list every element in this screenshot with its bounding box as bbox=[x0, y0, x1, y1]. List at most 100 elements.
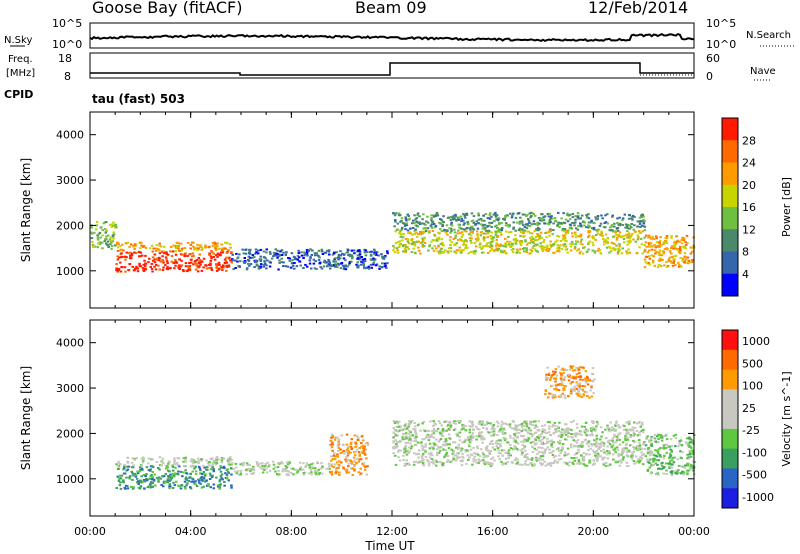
velocity-cell bbox=[548, 440, 551, 443]
velocity-cell bbox=[402, 459, 405, 461]
velocity-cell bbox=[656, 472, 659, 475]
velocity-cell bbox=[482, 436, 485, 439]
velocity-cell bbox=[295, 468, 298, 471]
velocity-cell bbox=[244, 469, 248, 472]
velocity-cell bbox=[533, 464, 536, 467]
power-cell bbox=[504, 237, 507, 240]
velocity-cell bbox=[335, 470, 338, 473]
velocity-cell bbox=[334, 463, 337, 466]
velocity-cell bbox=[171, 487, 175, 489]
power-cell bbox=[165, 251, 168, 254]
velocity-cell bbox=[561, 382, 564, 385]
power-cell bbox=[566, 231, 570, 234]
power-cell bbox=[611, 230, 615, 233]
velocity-cell bbox=[627, 449, 631, 452]
velocity-cell bbox=[488, 443, 492, 445]
velocity-cell bbox=[687, 456, 690, 459]
velocity-cell bbox=[149, 475, 152, 478]
velocity-cell bbox=[568, 428, 572, 431]
velocity-cell bbox=[591, 372, 594, 375]
velocity-cell bbox=[274, 466, 277, 469]
velocity-cell bbox=[514, 439, 517, 442]
velocity-cell bbox=[657, 473, 660, 476]
power-cell bbox=[357, 264, 360, 267]
velocity-cell bbox=[364, 448, 367, 451]
velocity-cell bbox=[612, 441, 615, 444]
power-cell bbox=[253, 266, 256, 268]
velocity-cell bbox=[531, 457, 534, 460]
velocity-cell bbox=[128, 477, 131, 480]
power-cell bbox=[638, 246, 641, 249]
velocity-cell bbox=[538, 429, 541, 431]
power-cell bbox=[442, 221, 445, 224]
velocity-cell bbox=[432, 444, 436, 447]
power-colorbar-tick: 16 bbox=[742, 201, 756, 214]
velocity-cell bbox=[432, 427, 436, 430]
velocity-cell bbox=[669, 454, 673, 457]
velocity-cell bbox=[581, 366, 584, 369]
power-cell bbox=[540, 220, 543, 223]
velocity-cell bbox=[432, 448, 435, 451]
power-cell bbox=[416, 222, 420, 225]
power-cell bbox=[147, 261, 150, 264]
velocity-cell bbox=[621, 452, 624, 455]
velocity-cell bbox=[500, 423, 504, 426]
velocity-cell bbox=[168, 470, 171, 473]
power-cell bbox=[162, 266, 165, 269]
velocity-cell bbox=[588, 453, 591, 456]
power-cell bbox=[614, 248, 617, 251]
power-cell bbox=[631, 233, 634, 235]
velocity-cell bbox=[445, 453, 448, 456]
power-cell bbox=[632, 228, 635, 231]
velocity-cell bbox=[147, 457, 150, 460]
velocity-cell bbox=[461, 452, 464, 455]
velocity-cell bbox=[187, 479, 190, 482]
power-cell bbox=[309, 256, 312, 259]
velocity-cell bbox=[642, 453, 646, 456]
x-tick-label: 00:00 bbox=[678, 525, 710, 538]
power-cell bbox=[640, 215, 643, 218]
power-cell bbox=[192, 248, 196, 251]
power-cell bbox=[492, 213, 495, 216]
velocity-cell bbox=[220, 461, 224, 464]
power-cell bbox=[403, 222, 406, 225]
power-cell bbox=[610, 224, 614, 227]
velocity-cell bbox=[590, 432, 594, 435]
power-cell bbox=[604, 233, 608, 236]
power-cell bbox=[569, 245, 573, 248]
velocity-cell bbox=[561, 447, 564, 450]
velocity-cell bbox=[629, 444, 632, 447]
power-cell bbox=[564, 233, 567, 236]
velocity-cell bbox=[552, 431, 556, 434]
velocity-cell bbox=[234, 462, 238, 465]
velocity-cell bbox=[164, 481, 167, 484]
power-cell bbox=[399, 220, 402, 223]
velocity-cell bbox=[660, 464, 664, 467]
velocity-cell bbox=[415, 436, 418, 439]
power-cell bbox=[546, 213, 550, 215]
power-cell bbox=[554, 219, 557, 222]
velocity-cell bbox=[305, 464, 308, 467]
velocity-cell bbox=[361, 451, 364, 454]
power-cell bbox=[462, 242, 465, 245]
power-cell bbox=[604, 214, 607, 217]
power-cell bbox=[317, 259, 321, 262]
velocity-cell bbox=[354, 450, 357, 453]
power-cell bbox=[631, 214, 635, 217]
velocity-cell bbox=[652, 464, 655, 466]
velocity-colorbar-swatch bbox=[722, 349, 738, 371]
power-cell bbox=[404, 217, 408, 220]
velocity-cell bbox=[449, 461, 452, 463]
velocity-cell bbox=[690, 463, 693, 466]
velocity-cell bbox=[591, 449, 595, 452]
velocity-cell bbox=[614, 441, 617, 444]
power-cell bbox=[620, 235, 623, 238]
power-cell bbox=[643, 225, 647, 228]
power-cell bbox=[505, 222, 508, 225]
velocity-cell bbox=[458, 421, 461, 424]
velocity-cell bbox=[413, 452, 416, 455]
velocity-cell bbox=[414, 444, 418, 447]
power-cell bbox=[620, 252, 624, 255]
power-cell bbox=[141, 254, 144, 257]
power-cell bbox=[421, 245, 424, 248]
